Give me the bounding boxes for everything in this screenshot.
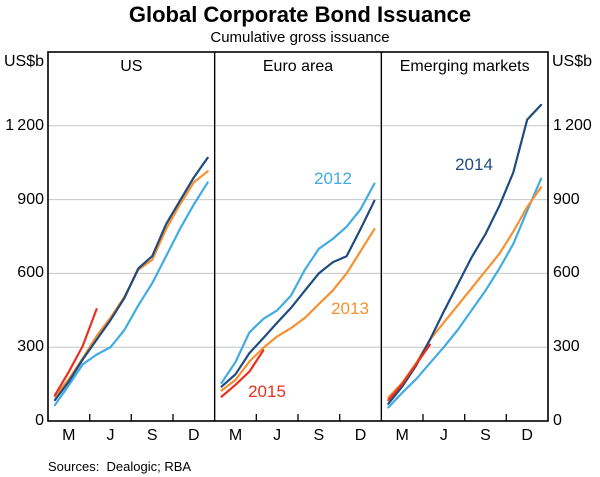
- series-label-2015: 2015: [248, 382, 286, 401]
- y-tick-label-left: 1 200: [5, 116, 44, 134]
- y-tick-label-right: 1 200: [553, 116, 592, 134]
- chart-title: Global Corporate Bond Issuance: [128, 2, 472, 27]
- series-line-2012: [53, 181, 209, 407]
- panel-title-2: Emerging markets: [399, 58, 530, 75]
- series-line-2012: [387, 177, 543, 409]
- x-tick-label: J: [106, 427, 115, 444]
- series-line-2014: [387, 103, 543, 405]
- series-line-2015: [220, 349, 265, 398]
- panel-title-0: US: [120, 58, 143, 75]
- series-label-2013: 2013: [331, 299, 369, 318]
- series-line-2014: [220, 199, 376, 388]
- sources-note: Sources: Dealogic; RBA: [48, 459, 192, 474]
- chart-subtitle: Cumulative gross issuance: [210, 29, 390, 46]
- y-tick-label-left: 0: [35, 412, 44, 429]
- x-tick-label: D: [521, 427, 533, 444]
- x-tick-label: S: [313, 427, 325, 444]
- x-tick-label: S: [146, 427, 158, 444]
- series-line-2013: [220, 228, 376, 392]
- x-tick-label: M: [395, 427, 409, 444]
- unit-label-right: US$b: [552, 53, 593, 70]
- series-line-2012: [220, 182, 376, 384]
- y-tick-label-right: 600: [553, 264, 580, 282]
- x-tick-label: M: [228, 427, 243, 444]
- x-tick-label: D: [354, 427, 367, 444]
- y-tick-label-right: 0: [553, 412, 562, 429]
- y-tick-label-left: 900: [17, 190, 44, 208]
- unit-label-left: US$b: [3, 53, 44, 70]
- y-tick-label-left: 300: [17, 338, 44, 356]
- series-line-2013: [387, 186, 543, 399]
- series-line-2015: [53, 308, 98, 397]
- series-line-2015: [387, 343, 431, 402]
- panel-title-1: Euro area: [262, 58, 334, 75]
- y-tick-label-left: 600: [17, 264, 44, 282]
- x-tick-label: J: [273, 427, 282, 444]
- x-tick-label: M: [62, 427, 76, 444]
- plot-frame: [47, 51, 549, 422]
- y-tick-label-right: 900: [553, 190, 580, 208]
- series-line-2014: [53, 156, 209, 402]
- x-tick-label: S: [480, 427, 491, 444]
- y-tick-label-right: 300: [553, 338, 580, 356]
- series-label-2014: 2014: [455, 155, 493, 174]
- x-tick-label: D: [188, 427, 200, 444]
- series-label-2012: 2012: [314, 169, 352, 188]
- x-tick-label: J: [439, 427, 448, 444]
